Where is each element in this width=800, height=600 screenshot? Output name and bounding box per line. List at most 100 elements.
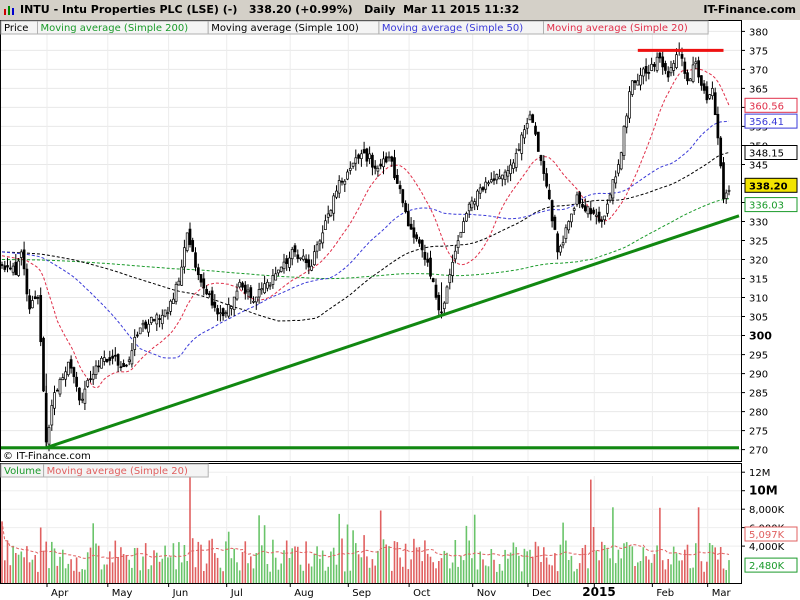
candle-body <box>241 282 244 288</box>
candle-body <box>360 153 363 159</box>
legend-volume-sma20: Moving average (Simple 20) <box>47 466 188 477</box>
candle-body <box>470 200 474 209</box>
volume-bar <box>515 547 517 583</box>
volume-bar <box>520 571 523 583</box>
candle-body <box>351 162 355 167</box>
volume-bar <box>404 543 407 583</box>
volume-bar <box>6 540 9 583</box>
sma20-badge: 360.56 <box>749 101 784 112</box>
candle-body <box>481 187 485 191</box>
candle-body <box>722 162 725 200</box>
price-tick-label: 380 <box>749 27 768 38</box>
candle-body <box>72 367 76 377</box>
volume-bar <box>86 552 89 583</box>
candle-body <box>487 182 490 185</box>
time-tick-label: Feb <box>656 588 674 599</box>
volume-bar <box>346 524 349 583</box>
volume-bar <box>578 563 581 583</box>
volume-bar <box>554 553 556 583</box>
candle-body <box>343 180 347 185</box>
candle-body <box>702 83 706 91</box>
volume-bar <box>501 570 504 583</box>
candle-body <box>268 284 272 287</box>
candle-body <box>238 281 242 288</box>
volume-bar <box>263 525 266 583</box>
volume-bar <box>617 549 620 583</box>
volume-bar <box>280 563 282 583</box>
time-tick-label: Apr <box>51 588 69 599</box>
volume-bar <box>194 567 197 583</box>
candle-body <box>547 189 551 200</box>
volume-bar <box>258 515 260 583</box>
candle-body <box>539 155 543 161</box>
candle-body <box>589 208 593 215</box>
volume-bar <box>379 510 382 583</box>
candle-body <box>249 287 253 299</box>
volume-bar <box>576 568 578 583</box>
volume-bar <box>4 560 6 583</box>
candle-body <box>19 251 23 258</box>
candle-body <box>130 350 134 365</box>
candle-body <box>453 250 457 260</box>
volume-bar <box>230 558 233 583</box>
volume-bar <box>399 557 401 583</box>
candle-body <box>672 63 676 71</box>
candle-body <box>66 361 70 376</box>
chart-heading: INTU - Intu Properties PLC (LSE) (-) 338… <box>20 0 519 20</box>
candle-body <box>354 157 358 164</box>
volume-bar <box>670 564 672 583</box>
candle-body <box>691 64 695 82</box>
candle-body <box>337 180 341 194</box>
volume-bar <box>512 542 515 583</box>
candle-body <box>58 379 62 395</box>
volume-ma-badge: 5,097K <box>749 530 785 541</box>
time-tick-label: Nov <box>477 588 497 599</box>
volume-bar <box>684 549 686 583</box>
volume-bar <box>689 568 692 583</box>
volume-bar <box>457 566 459 583</box>
candle-body <box>329 210 333 217</box>
candle-body <box>567 221 571 231</box>
candle-body <box>91 373 95 380</box>
volume-bar <box>438 561 440 583</box>
candle-body <box>100 357 103 369</box>
volume-bar <box>244 541 247 583</box>
candle-body <box>462 221 465 233</box>
price-tick-label: 325 <box>749 237 768 248</box>
volume-bar <box>75 557 78 583</box>
candle-body <box>680 54 684 59</box>
candle-body <box>271 275 275 285</box>
candle-body <box>420 239 424 251</box>
candle-body <box>75 376 78 387</box>
volume-bar <box>42 550 45 583</box>
candle-body <box>636 80 640 86</box>
candle-body <box>564 227 568 239</box>
volume-bar <box>266 564 269 583</box>
candle-body <box>243 284 247 294</box>
price-tick-label: 320 <box>749 256 768 267</box>
candle-body <box>346 171 349 180</box>
volume-bar <box>628 545 631 583</box>
candle-body <box>158 318 161 320</box>
volume-bar <box>484 565 487 583</box>
candle-body <box>639 74 642 86</box>
volume-bar <box>725 570 727 583</box>
volume-bar <box>601 541 603 583</box>
volume-bar <box>697 507 700 583</box>
candle-body <box>650 63 653 71</box>
volume-bar <box>410 559 412 583</box>
volume-bar <box>454 540 457 583</box>
price-tick-label: 370 <box>749 65 768 76</box>
candle-body <box>42 337 45 392</box>
time-tick-label: Aug <box>294 588 314 599</box>
volume-bar <box>214 553 216 583</box>
volume-bar <box>324 570 327 583</box>
volume-bar <box>252 568 255 583</box>
candle-body <box>506 170 510 177</box>
volume-bar <box>435 568 437 583</box>
volume-bar <box>70 559 72 583</box>
volume-bar <box>64 568 67 583</box>
volume-bar <box>147 569 150 583</box>
volume-bar <box>371 559 374 583</box>
